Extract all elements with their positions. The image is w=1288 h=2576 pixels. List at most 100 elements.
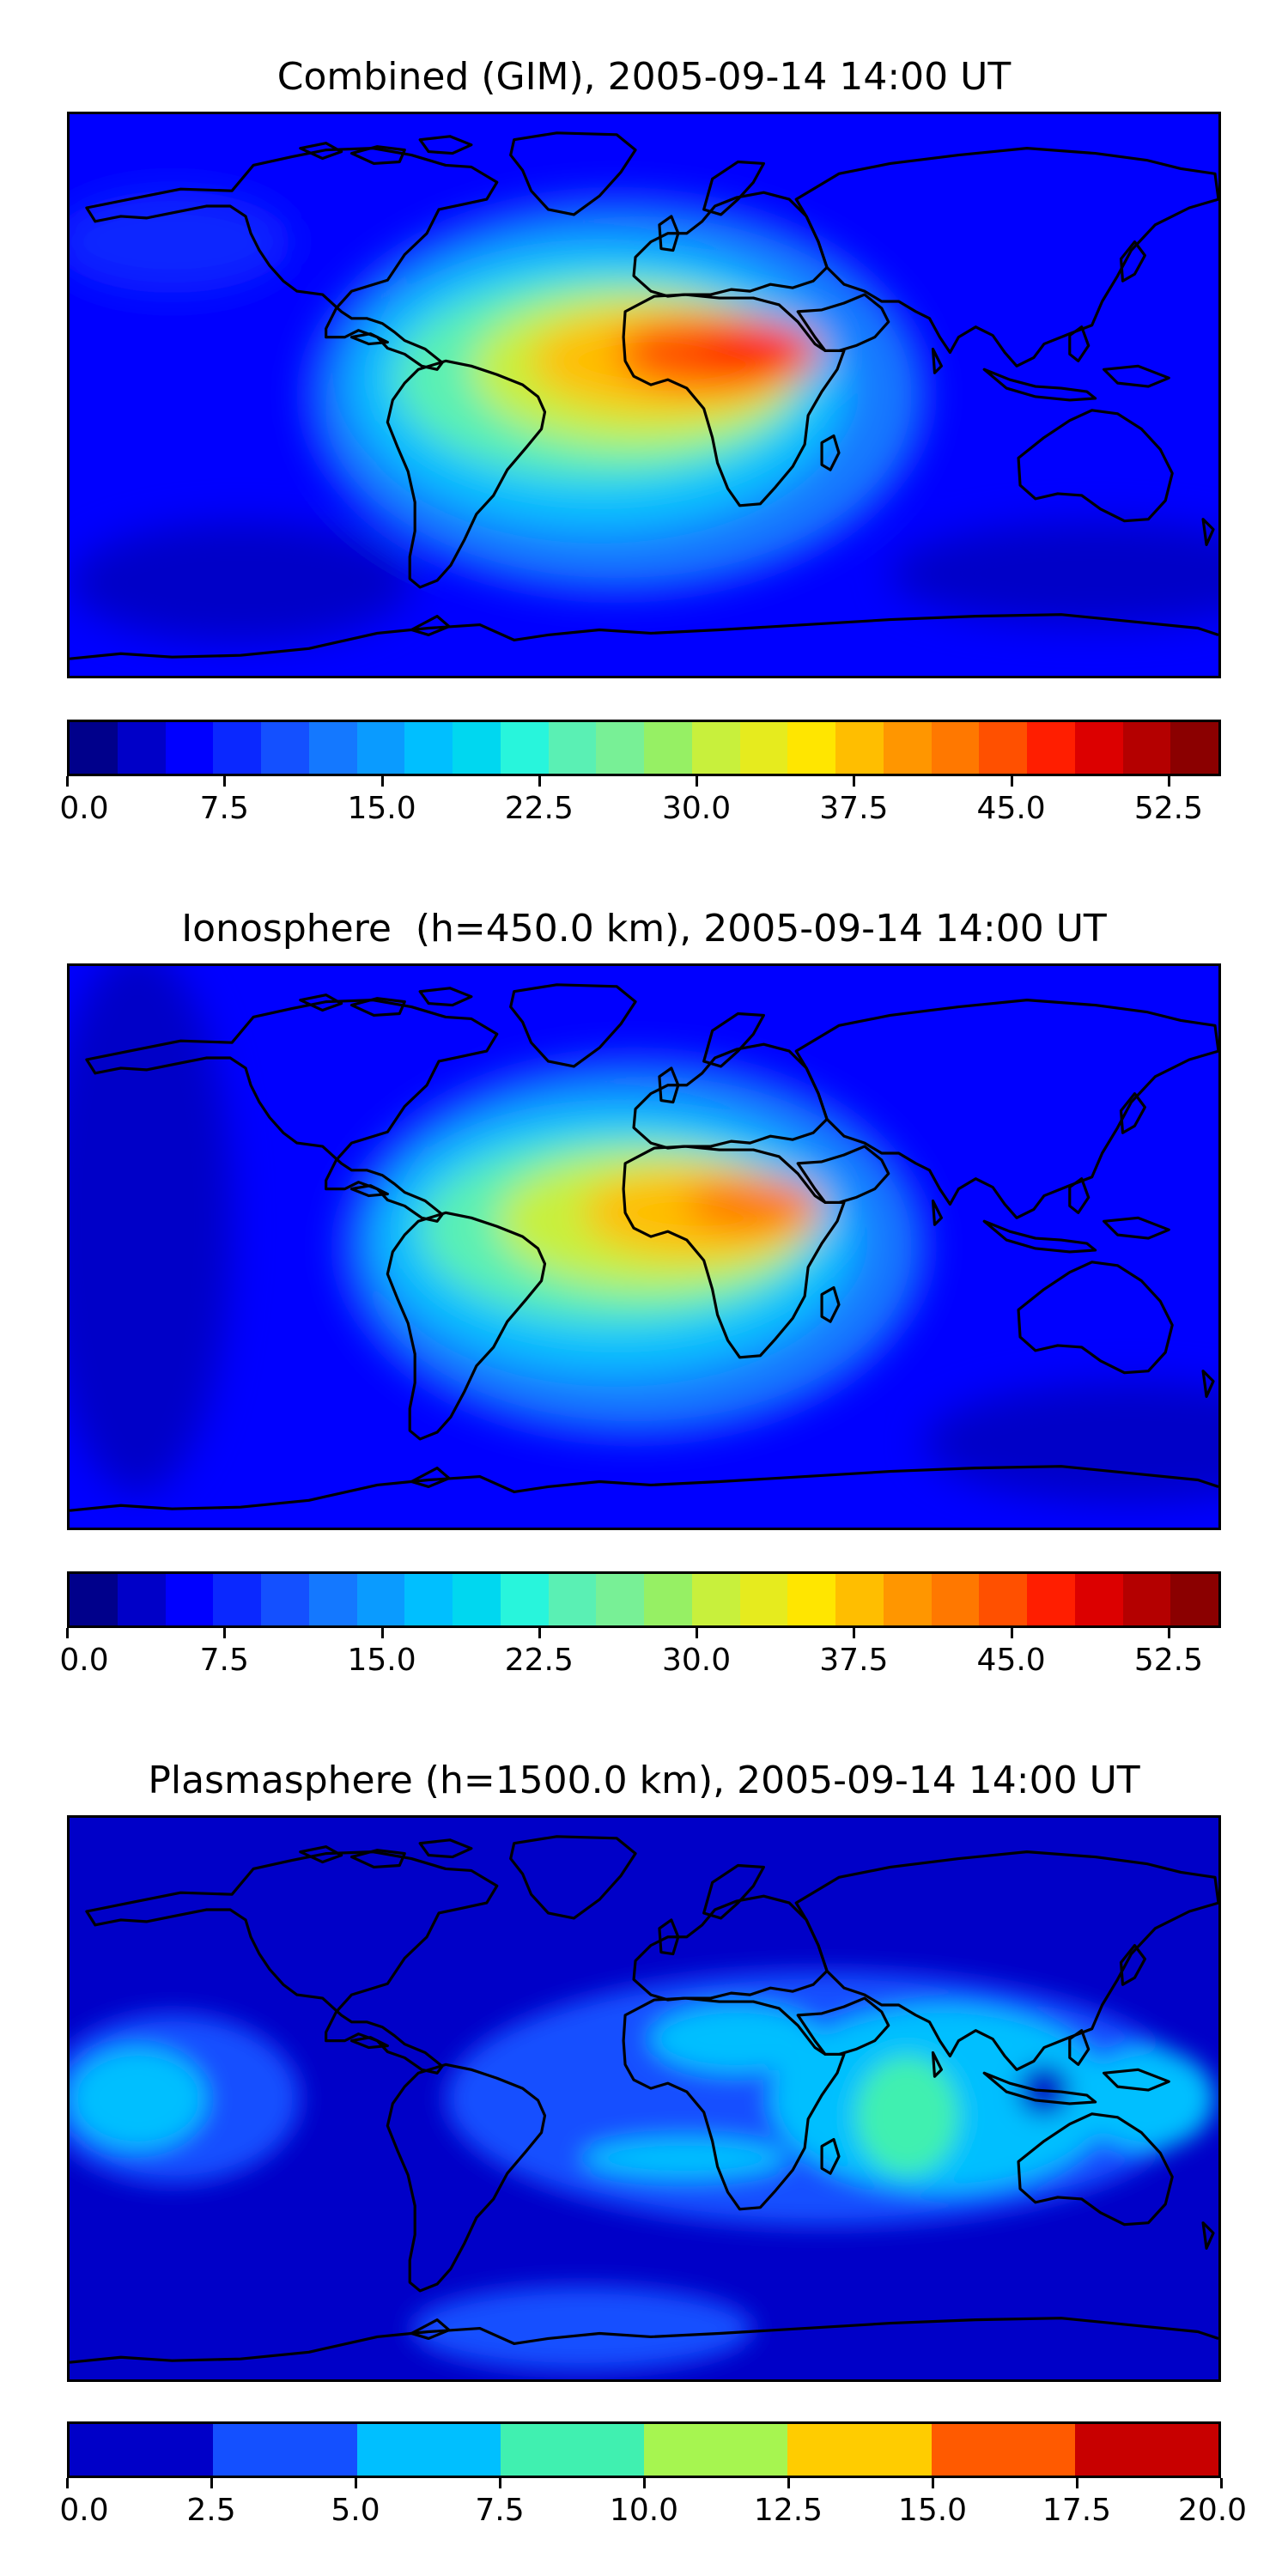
colorbar-tick (380, 1628, 384, 1638)
colorbar-cell (883, 1574, 932, 1625)
colorbar-tick-label: 10.0 (609, 2493, 679, 2528)
colorbar-tick-label: 15.0 (347, 1643, 416, 1678)
colorbar-cell (1122, 722, 1171, 774)
colorbar-tick (380, 776, 384, 787)
colorbar-cell (213, 2424, 357, 2476)
colorbar-cell (979, 1574, 1027, 1625)
colorbar-tick (787, 2478, 790, 2488)
colorbar-cell (787, 1574, 835, 1625)
colorbar-cell (213, 1574, 261, 1625)
colorbar-cell (308, 1574, 357, 1625)
map-plasmasphere (67, 1815, 1221, 2382)
colorbar-tick (499, 2478, 501, 2488)
colorbar-cell (453, 1574, 501, 1625)
colorbar-tick-label: 12.5 (753, 2493, 823, 2528)
colorbar-tick-label: 0.0 (59, 791, 109, 826)
colorbar-tick-label: 22.5 (504, 1643, 574, 1678)
colorbar-plasmasphere (67, 2421, 1221, 2478)
colorbar-tick (223, 776, 227, 787)
colorbar-cell (835, 722, 884, 774)
colorbar-cell (1122, 1574, 1171, 1625)
colorbar-tick-label: 52.5 (1133, 1643, 1203, 1678)
colorbar-tick (1076, 2478, 1078, 2488)
colorbar-tick-label: 7.5 (475, 2493, 525, 2528)
colorbar-tick (696, 1628, 699, 1638)
colorbar-tick-label: 17.5 (1042, 2493, 1112, 2528)
colorbar-cell (308, 722, 357, 774)
colorbar-cell (165, 1574, 214, 1625)
colorbar-cell (1027, 722, 1075, 774)
colorbar-cell (117, 1574, 166, 1625)
colorbar-cell (979, 722, 1027, 774)
colorbar-tick (853, 776, 856, 787)
colorbar-tick-label: 22.5 (504, 791, 574, 826)
colorbar-cell (931, 2424, 1075, 2476)
colorbar-cell (739, 722, 788, 774)
colorbar-cell (117, 722, 166, 774)
colorbar-tick-label: 45.0 (976, 791, 1046, 826)
colorbar-cell (500, 1574, 549, 1625)
colorbar-tick-label: 5.0 (331, 2493, 380, 2528)
panel-title-combined: Combined (GIM), 2005-09-14 14:00 UT (276, 55, 1012, 99)
colorbar-cell (787, 722, 835, 774)
colorbar-tick (66, 776, 69, 787)
colorbar-tick-label: 15.0 (347, 791, 416, 826)
colorbar-cell (644, 2424, 788, 2476)
colorbar-ticks-combined: 0.0 7.5 15.0 22.5 30.0 37.5 45.0 52.5 (59, 776, 1221, 828)
colorbar-cell (261, 1574, 309, 1625)
colorbar-tick (643, 2478, 646, 2488)
colorbar-tick (355, 2478, 357, 2488)
colorbar-tick (538, 776, 541, 787)
colorbar-ionosphere (67, 1571, 1221, 1628)
colorbar-cell (261, 722, 309, 774)
colorbar-tick-label: 7.5 (199, 1643, 249, 1678)
colorbar-cell (548, 1574, 597, 1625)
colorbar-tick (1010, 1628, 1013, 1638)
colorbar-cell (691, 1574, 740, 1625)
colorbar-ticks-ionosphere: 0.0 7.5 15.0 22.5 30.0 37.5 45.0 52.5 (59, 1628, 1221, 1680)
colorbar-cell (356, 2424, 501, 2476)
colorbar-cell (356, 1574, 405, 1625)
colorbar-cell (883, 722, 932, 774)
colorbar-tick (66, 1628, 69, 1638)
colorbar-tick (696, 776, 699, 787)
colorbar-tick-label: 15.0 (897, 2493, 968, 2528)
colorbar-tick (1220, 2478, 1223, 2488)
colorbar-tick-label: 37.5 (819, 791, 889, 826)
colorbar-tick (932, 2478, 934, 2488)
colorbar-cell (931, 1574, 980, 1625)
map-combined (67, 112, 1221, 678)
colorbar-cell (1170, 1574, 1218, 1625)
colorbar-cell (787, 2424, 932, 2476)
colorbar-tick-label: 37.5 (819, 1643, 889, 1678)
colorbar-cell (1170, 722, 1218, 774)
colorbar-cell (1027, 1574, 1075, 1625)
colorbar-tick-label: 30.0 (662, 791, 732, 826)
colorbar-tick-label: 45.0 (976, 1643, 1046, 1678)
colorbar-tick (1167, 1628, 1170, 1638)
colorbar-cell (356, 722, 405, 774)
colorbar-cell (644, 1574, 692, 1625)
colorbar-tick-label: 0.0 (59, 1643, 109, 1678)
colorbar-tick-label: 20.0 (1177, 2493, 1248, 2528)
colorbar-cell (165, 722, 214, 774)
map-ionosphere (67, 963, 1221, 1530)
colorbar-cell (1074, 2424, 1218, 2476)
colorbar-tick-label: 0.0 (59, 2493, 109, 2528)
colorbar-tick (1010, 776, 1013, 787)
colorbar-cell (739, 1574, 788, 1625)
colorbar-tick (223, 1628, 227, 1638)
colorbar-tick (210, 2478, 213, 2488)
colorbar-tick (538, 1628, 541, 1638)
colorbar-cell (70, 1574, 118, 1625)
colorbar-combined (67, 720, 1221, 776)
colorbar-cell (453, 722, 501, 774)
colorbar-cell (70, 2424, 214, 2476)
colorbar-cell (596, 1574, 644, 1625)
colorbar-cell (691, 722, 740, 774)
colorbar-cell (596, 722, 644, 774)
colorbar-tick (1167, 776, 1170, 787)
colorbar-ticks-plasmasphere: 0.0 2.5 5.0 7.5 10.0 12.5 15.0 17.5 20.0 (59, 2478, 1247, 2530)
colorbar-tick-label: 2.5 (186, 2493, 236, 2528)
colorbar-cell (1074, 1574, 1123, 1625)
